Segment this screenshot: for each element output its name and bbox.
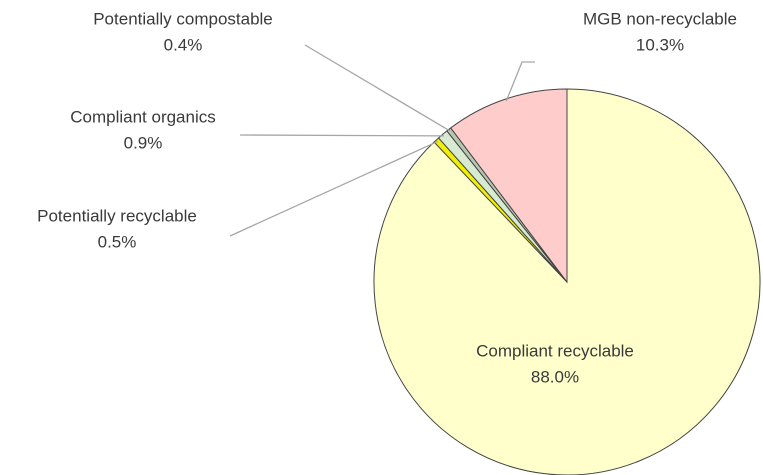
leader-line [304,44,451,132]
slice-label: Compliant recyclable [476,341,634,360]
slice-value-label: 0.5% [98,232,137,251]
slice-label: MGB non-recyclable [583,9,737,28]
slice-value-label: 0.9% [124,133,163,152]
leader-line [239,134,444,137]
slice-value-label: 88.0% [531,367,579,386]
pie-slice [450,88,568,284]
slice-label: Potentially compostable [93,9,273,28]
slice-value-label: 0.4% [164,35,203,54]
slice-value-label: 10.3% [636,35,684,54]
slice-label: Potentially recyclable [37,206,197,225]
leader-line [505,61,535,102]
leader-line [229,140,438,237]
slice-label: Compliant organics [70,107,216,126]
